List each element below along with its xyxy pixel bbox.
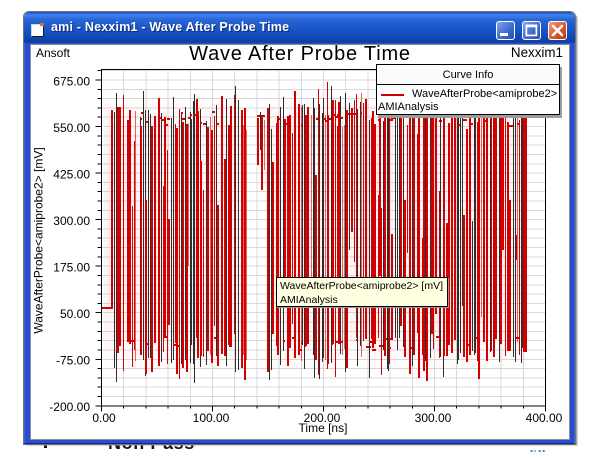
svg-text:300.00: 300.00 [53, 214, 90, 228]
svg-text:Time [ns]: Time [ns] [299, 421, 348, 435]
svg-text:100.00: 100.00 [193, 411, 230, 425]
svg-text:300.00: 300.00 [415, 411, 452, 425]
svg-text:425.00: 425.00 [53, 167, 90, 181]
svg-text:400.00: 400.00 [526, 411, 563, 425]
svg-text:550.00: 550.00 [53, 121, 90, 135]
svg-text:-75.00: -75.00 [56, 354, 90, 368]
svg-text:0.00: 0.00 [92, 411, 116, 425]
svg-text:175.00: 175.00 [53, 261, 90, 275]
svg-text:-200.00: -200.00 [49, 400, 90, 414]
svg-text:200.00: 200.00 [304, 411, 341, 425]
svg-text:50.00: 50.00 [60, 307, 90, 321]
svg-text:675.00: 675.00 [53, 74, 90, 88]
